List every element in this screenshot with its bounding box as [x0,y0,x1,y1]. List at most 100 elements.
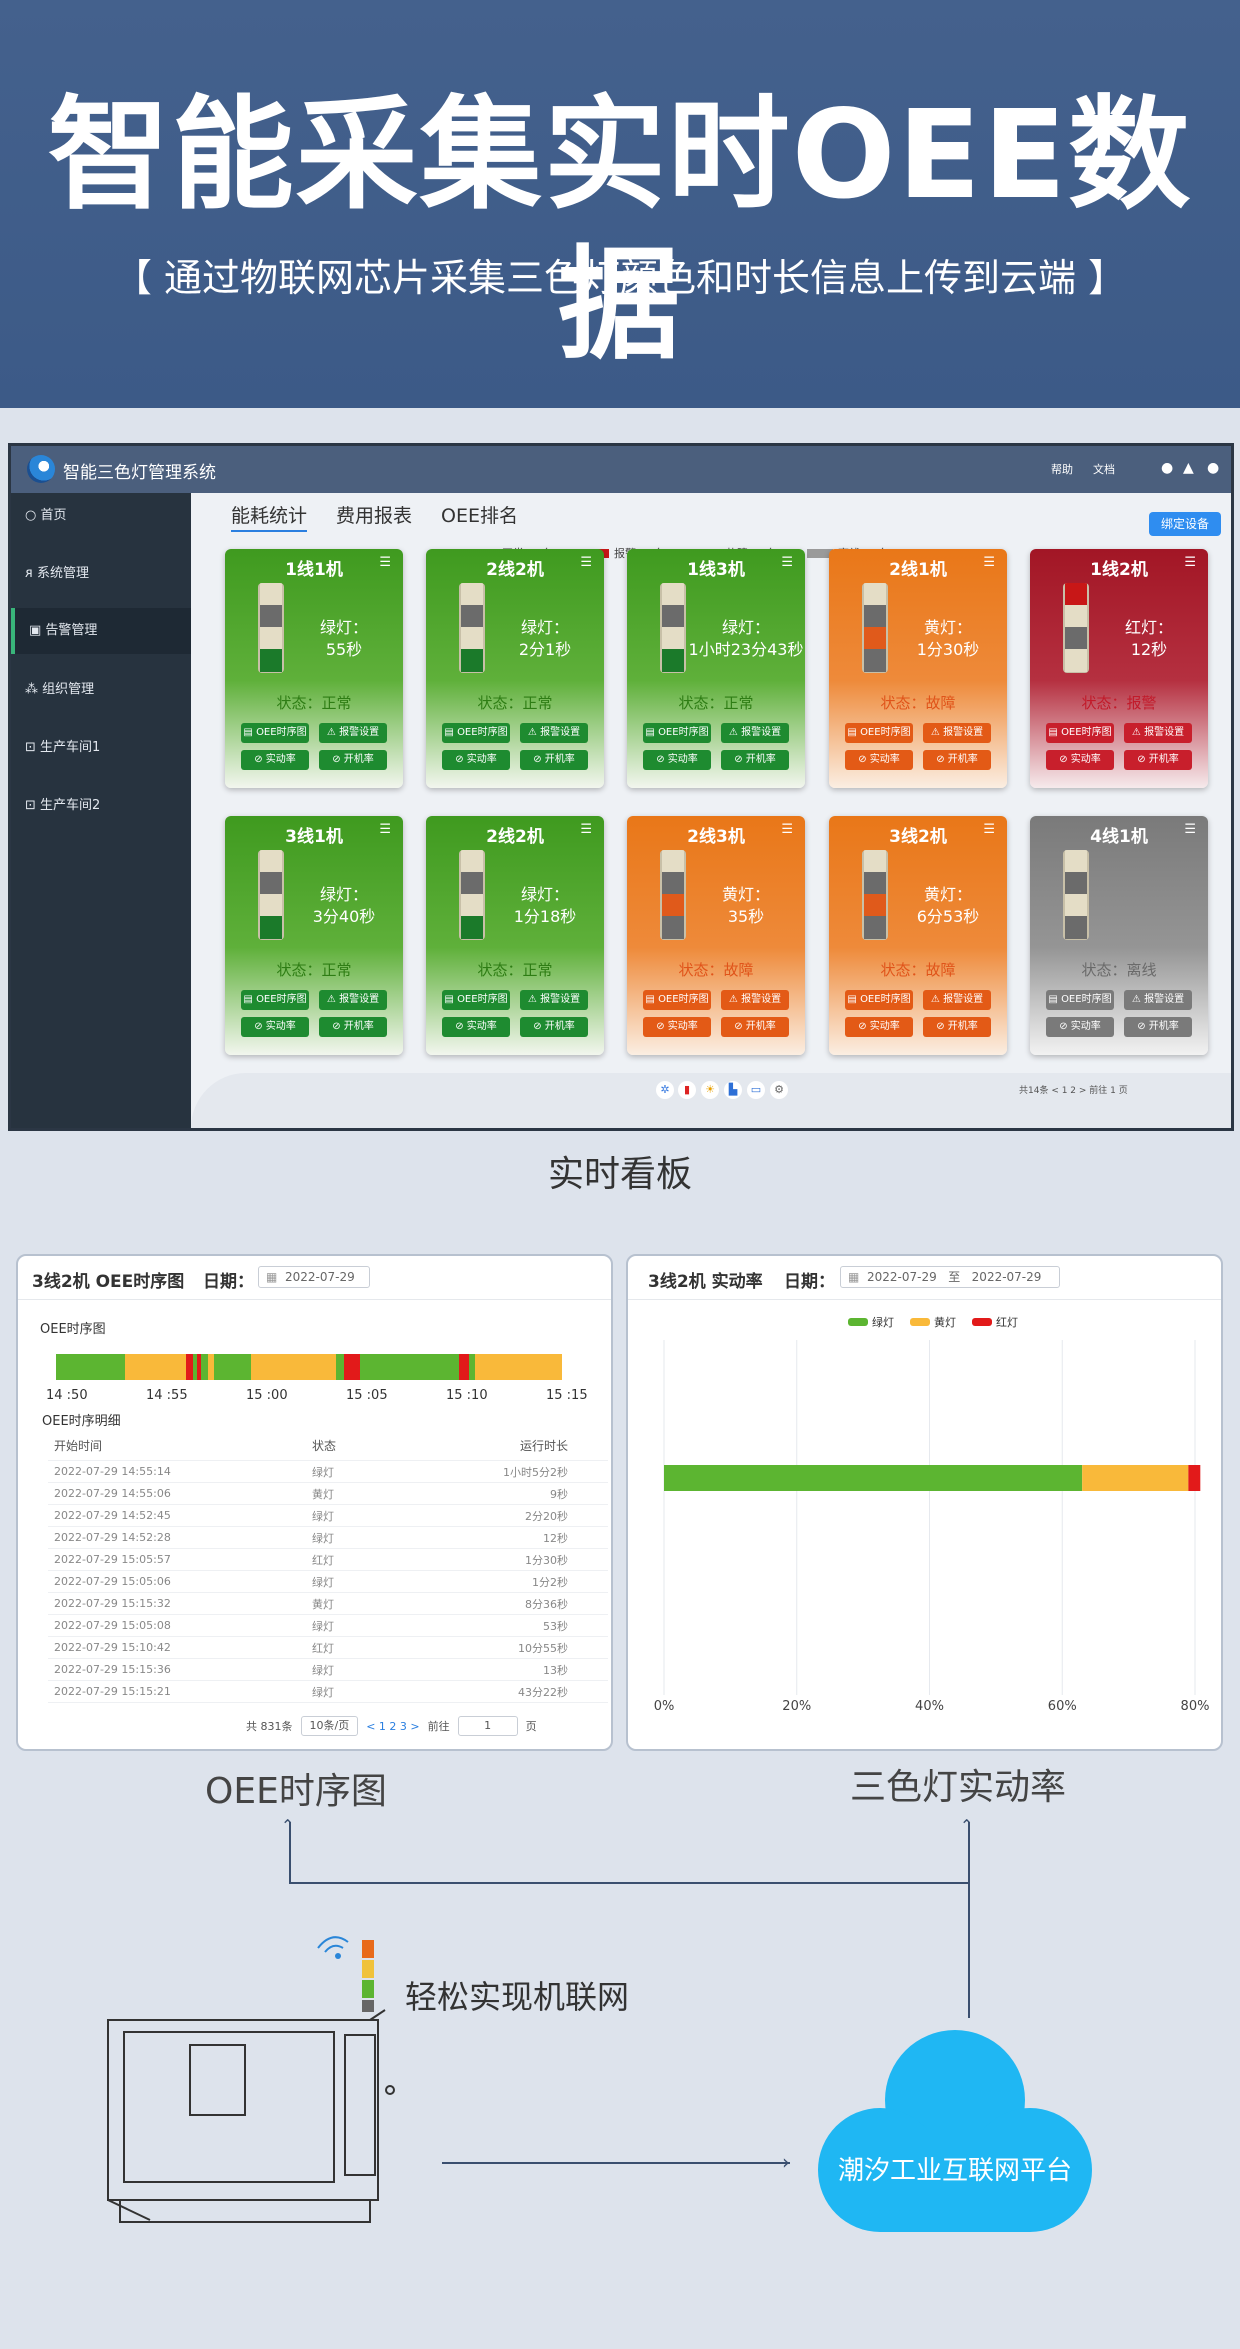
device-card[interactable]: 1线1机 ☰ 绿灯： 55秒 状态：正常 ▤ OEE时序图 ⚠ 报警设置 ⊘ 实动率 ⊘ 开机率 [225,549,403,788]
alarm-settings-button[interactable]: ⚠ 报警设置 [520,990,588,1010]
tab-energy[interactable]: 能耗统计 [231,501,308,532]
table-row[interactable]: 2022-07-29 15:05:06 绿灯 1分2秒 [48,1571,608,1593]
oee-timeline-button[interactable]: ▤ OEE时序图 [241,723,309,743]
uptime-button[interactable]: ⊘ 开机率 [923,1017,991,1037]
cell-duration: 1小时5分2秒 [503,1465,568,1479]
device-card[interactable]: 1线2机 ☰ 红灯： 12秒 状态：报警 ▤ OEE时序图 ⚠ 报警设置 ⊘ 实动率 ⊘ 开机率 [1030,549,1208,788]
menu-icon[interactable]: ☰ [983,822,995,837]
alarm-settings-button[interactable]: ⚠ 报警设置 [721,723,789,743]
sidebar-item-system[interactable]: ᴙ 系统管理 [11,551,191,597]
device-card[interactable]: 2线3机 ☰ 黄灯： 35秒 状态：故障 ▤ OEE时序图 ⚠ 报警设置 ⊘ 实动率 ⊘ 开机率 [627,816,805,1055]
bell-icon[interactable]: ▲ [1183,460,1194,476]
utilization-button[interactable]: ⊘ 实动率 [1046,1017,1114,1037]
sidebar-item-org[interactable]: ⁂ 组织管理 [11,667,191,713]
menu-icon[interactable]: ☰ [781,555,793,570]
device-card[interactable]: 2线1机 ☰ 黄灯： 1分30秒 状态：故障 ▤ OEE时序图 ⚠ 报警设置 ⊘ 实动率 ⊘ 开… [829,549,1007,788]
menu-icon[interactable]: ☰ [1184,822,1196,837]
settings-icon[interactable]: ⚙ [770,1081,788,1099]
device-card[interactable]: 3线2机 ☰ 黄灯： 6分53秒 状态：故障 ▤ OEE时序图 ⚠ 报警设置 ⊘ 实动率 ⊘ 开… [829,816,1007,1055]
help-link[interactable]: 帮助 [1051,463,1073,476]
device-card[interactable]: 2线2机 ☰ 绿灯： 1分18秒 状态：正常 ▤ OEE时序图 ⚠ 报警设置 ⊘ 实动率 ⊘ 开… [426,816,604,1055]
uptime-button[interactable]: ⊘ 开机率 [319,750,387,770]
device-card[interactable]: 4线1机 ☰ 状态：离线 ▤ OEE时序图 ⚠ 报警设置 ⊘ 实动率 ⊘ 开机率 [1030,816,1208,1055]
device-card[interactable]: 2线2机 ☰ 绿灯： 2分1秒 状态：正常 ▤ OEE时序图 ⚠ 报警设置 ⊘ 实动率 ⊘ 开机… [426,549,604,788]
alarm-settings-button[interactable]: ⚠ 报警设置 [319,723,387,743]
oee-timeline-button[interactable]: ▤ OEE时序图 [442,723,510,743]
sidebar-item-alarm[interactable]: ▣ 告警管理 [11,608,191,654]
utilization-button[interactable]: ⊘ 实动率 [241,750,309,770]
sidebar-item-workshop2[interactable]: ⊡ 生产车间2 [11,783,191,829]
device-card[interactable]: 1线3机 ☰ 绿灯： 1小时23分43秒 状态：正常 ▤ OEE时序图 ⚠ 报警设置 ⊘ 实动… [627,549,805,788]
menu-icon[interactable]: ☰ [379,822,391,837]
table-row[interactable]: 2022-07-29 15:05:57 红灯 1分30秒 [48,1549,608,1571]
table-row[interactable]: 2022-07-29 15:15:36 绿灯 13秒 [48,1659,608,1681]
oee-timeline-button[interactable]: ▤ OEE时序图 [241,990,309,1010]
page-numbers[interactable]: < 1 2 3 > [366,1719,420,1733]
uptime-button[interactable]: ⊘ 开机率 [1124,750,1192,770]
message-icon[interactable]: ● [1161,460,1174,476]
uptime-button[interactable]: ⊘ 开机率 [923,750,991,770]
oee-timeline-button[interactable]: ▤ OEE时序图 [643,723,711,743]
table-row[interactable]: 2022-07-29 15:15:32 黄灯 8分36秒 [48,1593,608,1615]
alarm-settings-button[interactable]: ⚠ 报警设置 [721,990,789,1010]
uptime-button[interactable]: ⊘ 开机率 [1124,1017,1192,1037]
timeline-segment [192,1354,197,1380]
table-row[interactable]: 2022-07-29 14:52:28 绿灯 12秒 [48,1527,608,1549]
alarm-settings-button[interactable]: ⚠ 报警设置 [1124,990,1192,1010]
grid-icon[interactable]: ✲ [656,1081,674,1099]
utilization-button[interactable]: ⊘ 实动率 [643,750,711,770]
date-picker[interactable]: 2022-07-29 [258,1266,370,1288]
docs-link[interactable]: 文档 [1093,463,1115,476]
tab-oee[interactable]: OEE排名 [441,505,518,527]
table-row[interactable]: 2022-07-29 14:55:14 绿灯 1小时5分2秒 [48,1461,608,1483]
alarm-settings-button[interactable]: ⚠ 报警设置 [923,990,991,1010]
menu-icon[interactable]: ☰ [1184,555,1196,570]
uptime-button[interactable]: ⊘ 开机率 [319,1017,387,1037]
oee-timeline-button[interactable]: ▤ OEE时序图 [1046,723,1114,743]
sidebar-item-workshop1[interactable]: ⊡ 生产车间1 [11,725,191,771]
table-row[interactable]: 2022-07-29 14:55:06 黄灯 9秒 [48,1483,608,1505]
goto-page-input[interactable]: 1 [457,1716,518,1736]
utilization-button[interactable]: ⊘ 实动率 [442,750,510,770]
table-row[interactable]: 2022-07-29 15:15:21 绿灯 43分22秒 [48,1681,608,1703]
tab-cost[interactable]: 费用报表 [336,505,413,527]
menu-icon[interactable]: ☰ [580,822,592,837]
menu-icon[interactable]: ☰ [580,555,592,570]
utilization-button[interactable]: ⊘ 实动率 [845,750,913,770]
uptime-button[interactable]: ⊘ 开机率 [721,1017,789,1037]
oee-timeline-button[interactable]: ▤ OEE时序图 [442,990,510,1010]
menu-icon[interactable]: ☰ [781,822,793,837]
utilization-button[interactable]: ⊘ 实动率 [442,1017,510,1037]
user-icon[interactable]: ● [1207,460,1220,476]
uptime-button[interactable]: ⊘ 开机率 [520,750,588,770]
alarm-settings-button[interactable]: ⚠ 报警设置 [520,723,588,743]
oee-timeline-button[interactable]: ▤ OEE时序图 [845,990,913,1010]
device-card[interactable]: 3线1机 ☰ 绿灯： 3分40秒 状态：正常 ▤ OEE时序图 ⚠ 报警设置 ⊘ 实动率 ⊘ 开… [225,816,403,1055]
screen-icon[interactable]: ▭ [747,1081,765,1099]
oee-timeline-button[interactable]: ▤ OEE时序图 [845,723,913,743]
page-size-select[interactable]: 10条/页 [300,1716,359,1736]
light-icon[interactable]: ▮ [678,1081,696,1099]
menu-icon[interactable]: ☰ [379,555,391,570]
oee-timeline-button[interactable]: ▤ OEE时序图 [643,990,711,1010]
factory-icon[interactable]: ▙ [724,1081,742,1099]
sun-icon[interactable]: ☀ [701,1081,719,1099]
alarm-settings-button[interactable]: ⚠ 报警设置 [1124,723,1192,743]
menu-icon[interactable]: ☰ [983,555,995,570]
utilization-button[interactable]: ⊘ 实动率 [643,1017,711,1037]
table-row[interactable]: 2022-07-29 14:52:45 绿灯 2分20秒 [48,1505,608,1527]
date-range-picker[interactable]: 2022-07-29 至 2022-07-29 [840,1266,1060,1288]
table-row[interactable]: 2022-07-29 15:10:42 红灯 10分55秒 [48,1637,608,1659]
uptime-button[interactable]: ⊘ 开机率 [721,750,789,770]
table-row[interactable]: 2022-07-29 15:05:08 绿灯 53秒 [48,1615,608,1637]
alarm-settings-button[interactable]: ⚠ 报警设置 [319,990,387,1010]
bind-device-button[interactable]: 绑定设备 [1149,512,1221,536]
card-pager[interactable]: 共14条 < 1 2 > 前往 1 页 [1019,1086,1128,1096]
utilization-button[interactable]: ⊘ 实动率 [845,1017,913,1037]
utilization-button[interactable]: ⊘ 实动率 [1046,750,1114,770]
alarm-settings-button[interactable]: ⚠ 报警设置 [923,723,991,743]
utilization-button[interactable]: ⊘ 实动率 [241,1017,309,1037]
sidebar-item-home[interactable]: ○ 首页 [11,493,191,539]
oee-timeline-button[interactable]: ▤ OEE时序图 [1046,990,1114,1010]
uptime-button[interactable]: ⊘ 开机率 [520,1017,588,1037]
